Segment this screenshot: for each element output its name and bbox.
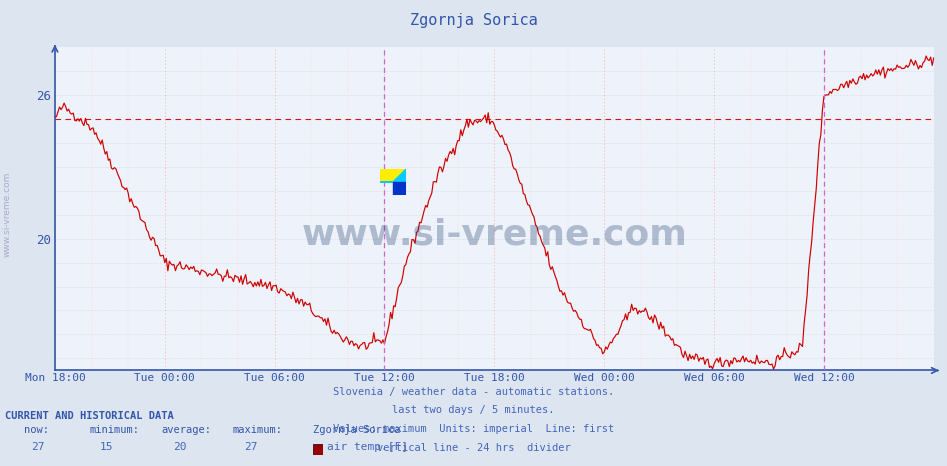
Text: last two days / 5 minutes.: last two days / 5 minutes. — [392, 405, 555, 415]
Text: 27: 27 — [31, 442, 45, 452]
Text: www.si-vreme.com: www.si-vreme.com — [301, 218, 688, 252]
Text: www.si-vreme.com: www.si-vreme.com — [3, 171, 12, 257]
Text: minimum:: minimum: — [90, 425, 140, 435]
Text: 27: 27 — [244, 442, 258, 452]
Text: Zgornja Sorica: Zgornja Sorica — [410, 13, 537, 28]
Text: now:: now: — [24, 425, 48, 435]
Text: CURRENT AND HISTORICAL DATA: CURRENT AND HISTORICAL DATA — [5, 411, 173, 421]
Text: Values: maximum  Units: imperial  Line: first: Values: maximum Units: imperial Line: fi… — [333, 424, 614, 434]
Polygon shape — [380, 169, 406, 182]
Text: Slovenia / weather data - automatic stations.: Slovenia / weather data - automatic stat… — [333, 387, 614, 397]
Polygon shape — [380, 169, 406, 182]
Polygon shape — [393, 182, 406, 195]
Text: air temp.[F]: air temp.[F] — [327, 442, 408, 452]
Text: 20: 20 — [173, 442, 187, 452]
Text: average:: average: — [161, 425, 211, 435]
Text: maximum:: maximum: — [232, 425, 282, 435]
Text: vertical line - 24 hrs  divider: vertical line - 24 hrs divider — [377, 443, 570, 452]
Text: Zgornja Sorica: Zgornja Sorica — [313, 425, 400, 435]
Text: 15: 15 — [99, 442, 113, 452]
